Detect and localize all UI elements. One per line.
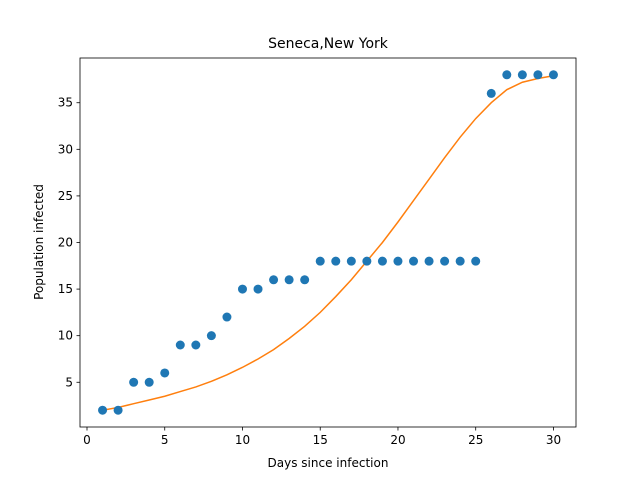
data-point (346, 256, 356, 266)
data-point (160, 368, 170, 378)
data-point (471, 256, 481, 266)
x-tick-label: 25 (468, 433, 483, 447)
x-tick-label: 0 (83, 433, 91, 447)
y-tick-label: 5 (65, 375, 73, 389)
axes: 0 5 10 15 20 25 30 5 10 15 20 25 30 35 (58, 57, 577, 447)
y-tick-label: 35 (58, 96, 73, 110)
fit-line-layer (102, 74, 554, 411)
data-point (377, 256, 387, 266)
plot-background (80, 58, 576, 427)
x-axis-label: Days since infection (268, 456, 389, 470)
data-point (424, 256, 434, 266)
x-tick-label: 10 (235, 433, 250, 447)
data-point (486, 88, 496, 98)
scatter-points-layer (98, 70, 558, 415)
data-point (409, 256, 419, 266)
data-point (113, 405, 123, 415)
data-point (517, 70, 527, 80)
y-tick-label: 30 (58, 142, 73, 156)
plot-area (80, 58, 576, 427)
data-point (206, 331, 216, 341)
data-point (269, 275, 279, 285)
data-point (129, 377, 139, 387)
data-point (98, 405, 108, 415)
y-axis-label: Population infected (32, 184, 46, 300)
x-tick-label: 15 (313, 433, 328, 447)
x-tick-label: 30 (546, 433, 561, 447)
data-point (502, 70, 512, 80)
fit-curve-line (102, 74, 554, 411)
data-point (533, 70, 543, 80)
data-point (362, 256, 372, 266)
y-tick-label: 10 (58, 329, 73, 343)
data-point (331, 256, 341, 266)
y-tick-label: 15 (58, 282, 73, 296)
data-point (440, 256, 450, 266)
data-point (455, 256, 465, 266)
data-point (191, 340, 201, 350)
x-tick-label: 5 (161, 433, 169, 447)
data-point (300, 275, 310, 285)
data-point (548, 70, 558, 80)
data-point (175, 340, 185, 350)
data-point (284, 275, 294, 285)
data-point (253, 284, 263, 294)
x-tick-label: 20 (390, 433, 405, 447)
y-tick-label: 25 (58, 189, 73, 203)
data-point (144, 377, 154, 387)
y-tick-label: 20 (58, 236, 73, 250)
data-point (393, 256, 403, 266)
data-point (222, 312, 232, 322)
chart-title: Seneca,New York (268, 36, 389, 52)
data-point (237, 284, 247, 294)
data-point (315, 256, 325, 266)
